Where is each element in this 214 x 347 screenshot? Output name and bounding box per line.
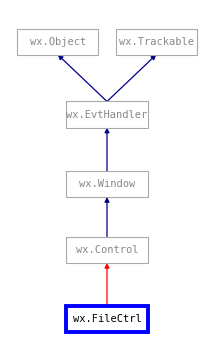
FancyArrowPatch shape bbox=[59, 56, 107, 102]
Text: wx.Trackable: wx.Trackable bbox=[119, 37, 194, 46]
FancyBboxPatch shape bbox=[66, 237, 148, 263]
Text: wx.Control: wx.Control bbox=[76, 245, 138, 255]
Text: wx.Object: wx.Object bbox=[30, 37, 86, 46]
FancyArrowPatch shape bbox=[105, 264, 109, 306]
FancyBboxPatch shape bbox=[17, 29, 98, 54]
FancyArrowPatch shape bbox=[105, 198, 109, 237]
Text: wx.Window: wx.Window bbox=[79, 179, 135, 189]
FancyArrowPatch shape bbox=[105, 129, 109, 171]
FancyBboxPatch shape bbox=[66, 171, 148, 197]
Text: wx.EvtHandler: wx.EvtHandler bbox=[66, 110, 148, 119]
FancyBboxPatch shape bbox=[66, 102, 148, 127]
FancyArrowPatch shape bbox=[107, 56, 155, 102]
FancyBboxPatch shape bbox=[66, 306, 148, 332]
Text: wx.FileCtrl: wx.FileCtrl bbox=[73, 314, 141, 324]
FancyBboxPatch shape bbox=[116, 29, 197, 54]
